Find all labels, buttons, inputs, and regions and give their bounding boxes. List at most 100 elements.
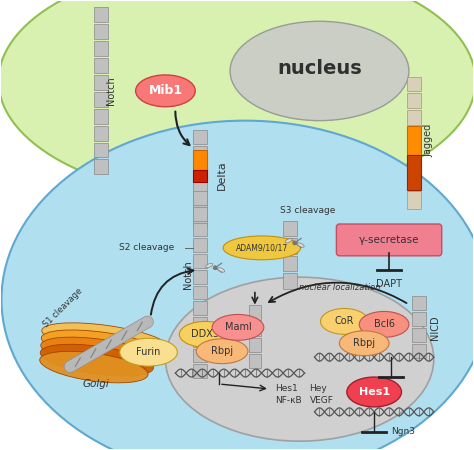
- Text: Delta: Delta: [217, 161, 227, 190]
- Text: DDX5: DDX5: [191, 329, 219, 339]
- Bar: [412, 328, 426, 342]
- Text: Hey: Hey: [310, 384, 328, 393]
- Ellipse shape: [40, 344, 154, 376]
- Bar: [94, 92, 108, 107]
- Ellipse shape: [120, 338, 177, 366]
- Bar: [407, 191, 421, 209]
- Bar: [407, 110, 421, 125]
- Ellipse shape: [179, 321, 231, 347]
- Text: Notch: Notch: [106, 76, 116, 105]
- Text: VEGF: VEGF: [310, 396, 333, 405]
- Text: nuclear localization: nuclear localization: [299, 283, 380, 292]
- Ellipse shape: [42, 323, 170, 356]
- Text: Hes1: Hes1: [359, 387, 390, 397]
- Bar: [283, 221, 297, 236]
- Bar: [193, 286, 207, 299]
- Bar: [283, 273, 297, 288]
- Text: ADAM9/10/17: ADAM9/10/17: [236, 243, 288, 252]
- Ellipse shape: [230, 21, 409, 121]
- Ellipse shape: [347, 377, 401, 407]
- Bar: [193, 163, 207, 177]
- Bar: [407, 77, 421, 91]
- Bar: [407, 94, 421, 108]
- Bar: [193, 150, 207, 171]
- Bar: [94, 24, 108, 39]
- Text: Furin: Furin: [137, 347, 161, 357]
- Circle shape: [293, 241, 296, 244]
- Bar: [193, 146, 207, 161]
- Bar: [193, 223, 207, 237]
- Ellipse shape: [196, 339, 248, 364]
- Ellipse shape: [297, 243, 304, 247]
- Bar: [193, 348, 207, 362]
- Ellipse shape: [0, 0, 474, 200]
- Bar: [193, 270, 207, 284]
- Text: Maml: Maml: [225, 322, 251, 333]
- Bar: [94, 109, 108, 124]
- Bar: [249, 354, 261, 368]
- FancyBboxPatch shape: [337, 224, 442, 256]
- Bar: [412, 296, 426, 310]
- Text: DAPT: DAPT: [376, 279, 402, 288]
- Bar: [193, 212, 207, 227]
- Ellipse shape: [165, 277, 434, 441]
- Ellipse shape: [41, 337, 159, 369]
- Bar: [94, 41, 108, 56]
- Ellipse shape: [218, 268, 225, 272]
- Bar: [249, 306, 261, 320]
- Text: S2 cleavage: S2 cleavage: [118, 243, 174, 252]
- Ellipse shape: [40, 351, 148, 383]
- Text: Hes1: Hes1: [275, 384, 298, 393]
- Circle shape: [213, 266, 217, 270]
- Bar: [94, 7, 108, 22]
- Ellipse shape: [359, 311, 409, 338]
- Text: S3 cleavage: S3 cleavage: [280, 206, 335, 215]
- Ellipse shape: [223, 236, 301, 260]
- Bar: [193, 317, 207, 331]
- Bar: [193, 207, 207, 221]
- Bar: [193, 254, 207, 268]
- Text: Rbpj: Rbpj: [353, 338, 375, 348]
- Bar: [94, 126, 108, 140]
- Text: Rbpj: Rbpj: [211, 346, 233, 356]
- Ellipse shape: [212, 315, 264, 340]
- Text: NF-κB: NF-κB: [275, 396, 301, 405]
- Ellipse shape: [206, 263, 213, 268]
- Bar: [249, 338, 261, 352]
- Bar: [193, 130, 207, 144]
- Text: Notch: Notch: [183, 260, 193, 289]
- Text: Ngn3: Ngn3: [391, 427, 415, 436]
- Text: CoR: CoR: [335, 316, 354, 326]
- Bar: [193, 302, 207, 315]
- Bar: [407, 155, 421, 190]
- Bar: [94, 75, 108, 90]
- Ellipse shape: [41, 330, 164, 363]
- Text: γ-secretase: γ-secretase: [359, 235, 419, 245]
- Bar: [193, 333, 207, 346]
- Text: S1 cleavage: S1 cleavage: [42, 286, 84, 329]
- Text: Bcl6: Bcl6: [374, 320, 394, 329]
- Ellipse shape: [136, 75, 195, 107]
- Ellipse shape: [1, 121, 474, 450]
- Bar: [193, 238, 207, 252]
- Bar: [283, 256, 297, 271]
- Bar: [193, 364, 207, 378]
- Bar: [412, 312, 426, 326]
- Bar: [193, 196, 207, 211]
- Bar: [193, 179, 207, 194]
- Bar: [407, 126, 421, 155]
- Bar: [283, 238, 297, 254]
- Text: nucleus: nucleus: [277, 59, 362, 78]
- Ellipse shape: [320, 309, 368, 334]
- Text: NICD: NICD: [430, 315, 440, 340]
- Bar: [94, 58, 108, 73]
- Bar: [94, 143, 108, 158]
- Text: Golgi: Golgi: [82, 379, 109, 389]
- Ellipse shape: [339, 331, 389, 356]
- Text: Jagged: Jagged: [424, 124, 434, 157]
- Bar: [193, 171, 207, 182]
- Bar: [94, 159, 108, 174]
- Ellipse shape: [285, 238, 292, 243]
- Bar: [412, 344, 426, 358]
- Text: Mib1: Mib1: [148, 84, 182, 97]
